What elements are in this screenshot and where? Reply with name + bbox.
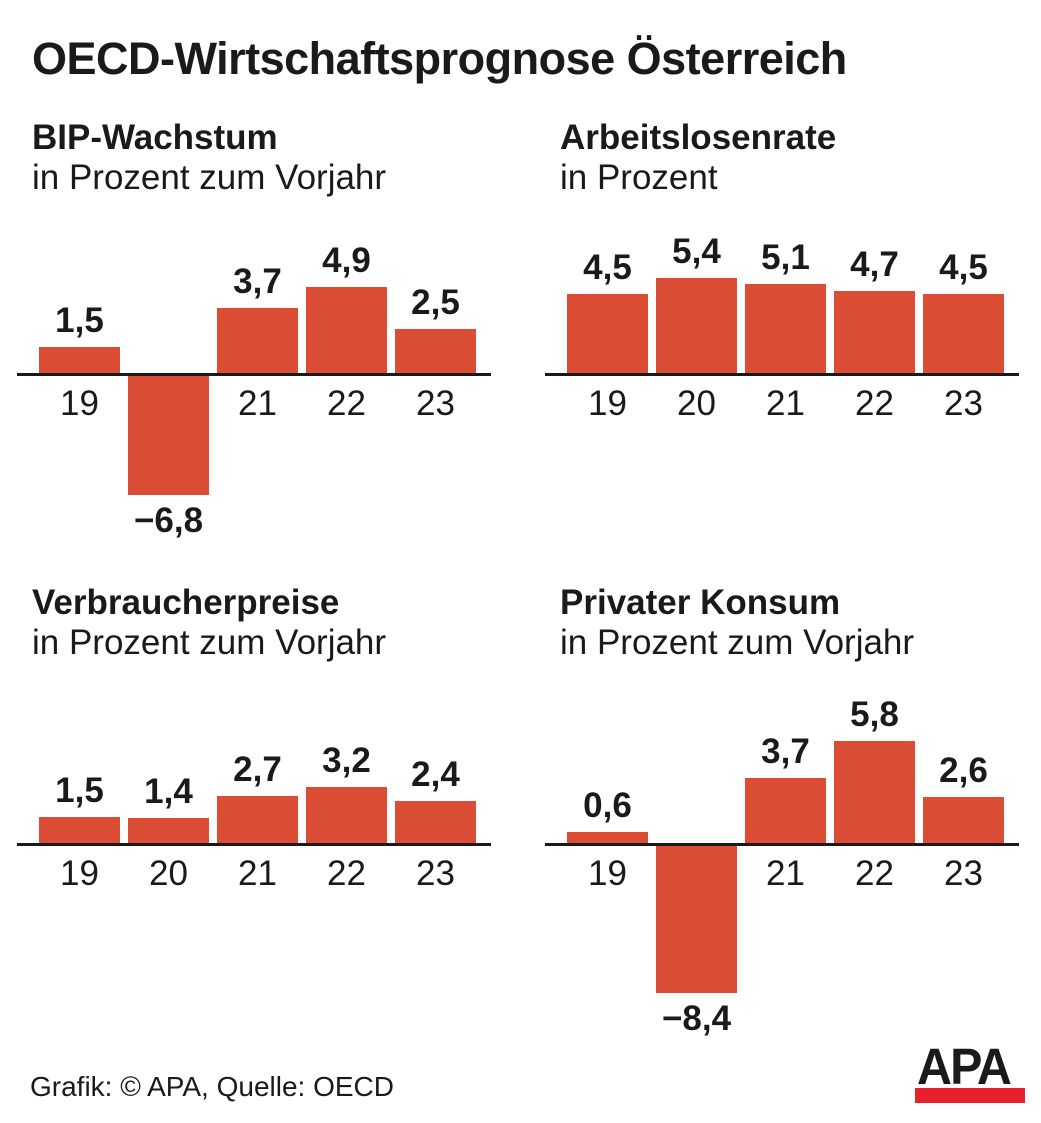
- bar-22: [834, 291, 915, 373]
- year-label-19: 19: [60, 854, 99, 893]
- chart-plot-bip-wachstum: 1,5 19 −6,8 3,7 21 4,9 22 2,5 23: [17, 228, 491, 578]
- value-label-20: 5,4: [672, 232, 721, 271]
- bar-23: [923, 797, 1004, 843]
- value-label-23: 2,4: [411, 755, 460, 794]
- chart-subtitle-bip-wachstum: in Prozent zum Vorjahr: [32, 158, 387, 197]
- value-label-21: 3,7: [233, 262, 282, 301]
- year-label-22: 22: [327, 384, 366, 423]
- value-label-20: 1,4: [144, 772, 193, 811]
- value-label-19: 4,5: [583, 248, 632, 287]
- bar-21: [217, 796, 298, 843]
- bar-20: [128, 376, 209, 495]
- value-label-20: −6,8: [133, 501, 204, 540]
- chart-arbeitslosenrate: Arbeitslosenrate in Prozent 4,5 19 5,4 20 5,…: [545, 118, 1019, 583]
- chart-title-bip-wachstum: BIP-Wachstum: [32, 118, 278, 157]
- year-label-23: 23: [944, 384, 983, 423]
- chart-title-verbraucherpreise: Verbraucherpreise: [32, 583, 340, 622]
- bar-23: [395, 329, 476, 373]
- chart-bip-wachstum: BIP-Wachstum in Prozent zum Vorjahr 1,5 1…: [17, 118, 491, 583]
- year-label-20: 20: [677, 384, 716, 423]
- apa-logo-text: APA: [917, 1038, 1012, 1095]
- year-label-21: 21: [766, 854, 805, 893]
- chart-title-arbeitslosenrate: Arbeitslosenrate: [560, 118, 837, 157]
- bar-19: [567, 294, 648, 373]
- value-label-21: 3,7: [761, 732, 810, 771]
- value-label-23: 2,6: [939, 751, 988, 790]
- apa-logo: APA: [915, 1041, 1025, 1103]
- bar-21: [745, 284, 826, 373]
- year-label-22: 22: [327, 854, 366, 893]
- chart-privater-konsum: Privater Konsum in Prozent zum Vorjahr 0…: [545, 583, 1019, 1048]
- chart-subtitle-arbeitslosenrate: in Prozent: [560, 158, 718, 197]
- bar-22: [306, 787, 387, 843]
- year-label-19: 19: [588, 854, 627, 893]
- x-axis-line: [17, 843, 491, 846]
- chart-plot-verbraucherpreise: 1,5 19 1,4 20 2,7 21 3,2 22 2,4 23: [17, 698, 491, 1048]
- bar-19: [39, 347, 120, 373]
- year-label-22: 22: [855, 854, 894, 893]
- x-axis-line: [545, 373, 1019, 376]
- bar-19: [39, 817, 120, 843]
- credit-source-text: Grafik: © APA, Quelle: OECD: [30, 1071, 394, 1102]
- bar-20: [128, 818, 209, 843]
- chart-title-privater-konsum: Privater Konsum: [560, 583, 841, 622]
- bar-19: [567, 832, 648, 843]
- chart-verbraucherpreise: Verbraucherpreise in Prozent zum Vorjahr…: [17, 583, 491, 1048]
- value-label-22: 3,2: [322, 741, 371, 780]
- x-axis-line: [17, 373, 491, 376]
- year-label-19: 19: [60, 384, 99, 423]
- chart-plot-arbeitslosenrate: 4,5 19 5,4 20 5,1 21 4,7 22 4,5 23: [545, 228, 1019, 578]
- bar-20: [656, 278, 737, 373]
- page-title: OECD-Wirtschaftsprognose Österreich: [32, 33, 847, 84]
- chart-subtitle-privater-konsum: in Prozent zum Vorjahr: [560, 623, 915, 662]
- bar-23: [923, 294, 1004, 373]
- year-label-21: 21: [766, 384, 805, 423]
- value-label-19: 0,6: [583, 786, 632, 825]
- value-label-22: 5,8: [850, 695, 899, 734]
- chart-subtitle-verbraucherpreise: in Prozent zum Vorjahr: [32, 623, 387, 662]
- apa-logo-red-bar: [915, 1088, 1025, 1103]
- bar-21: [745, 778, 826, 843]
- value-label-19: 1,5: [55, 301, 104, 340]
- year-label-23: 23: [416, 854, 455, 893]
- value-label-23: 2,5: [411, 283, 460, 322]
- year-label-21: 21: [238, 854, 277, 893]
- value-label-21: 5,1: [761, 238, 810, 277]
- year-label-21: 21: [238, 384, 277, 423]
- bar-23: [395, 801, 476, 843]
- value-label-19: 1,5: [55, 771, 104, 810]
- x-axis-line: [545, 843, 1019, 846]
- value-label-21: 2,7: [233, 750, 282, 789]
- value-label-22: 4,9: [322, 241, 371, 280]
- value-label-22: 4,7: [850, 245, 899, 284]
- year-label-20: 20: [149, 854, 188, 893]
- bar-20: [656, 846, 737, 993]
- value-label-23: 4,5: [939, 248, 988, 287]
- chart-plot-privater-konsum: 0,6 19 −8,4 3,7 21 5,8 22 2,6 23: [545, 695, 1019, 1048]
- year-label-23: 23: [416, 384, 455, 423]
- year-label-23: 23: [944, 854, 983, 893]
- year-label-19: 19: [588, 384, 627, 423]
- bar-22: [306, 287, 387, 373]
- bar-22: [834, 741, 915, 843]
- year-label-22: 22: [855, 384, 894, 423]
- value-label-20: −8,4: [661, 999, 732, 1038]
- bar-21: [217, 308, 298, 373]
